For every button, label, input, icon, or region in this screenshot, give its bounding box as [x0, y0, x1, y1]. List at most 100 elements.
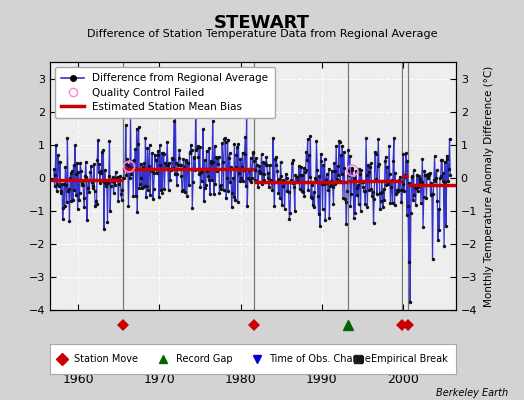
Point: [107, 176, 116, 182]
Point: [78, 180, 86, 186]
Point: [333, 162, 342, 169]
Point: [95, 161, 104, 167]
Point: [345, 153, 354, 159]
Point: [213, 168, 221, 174]
Point: [112, 175, 121, 182]
Point: [111, 182, 119, 188]
Point: [200, 157, 209, 164]
Point: [161, 166, 170, 172]
Point: [418, 178, 426, 185]
Point: [347, 191, 355, 198]
Point: [356, 171, 364, 177]
Point: [126, 175, 134, 181]
Point: [114, 198, 123, 204]
Point: [79, 182, 87, 188]
Point: [250, 157, 258, 164]
Point: [84, 177, 93, 184]
Point: [66, 174, 74, 181]
Point: [77, 168, 85, 174]
Point: [308, 182, 316, 188]
Point: [108, 174, 117, 180]
Point: [94, 137, 102, 143]
Point: [128, 158, 137, 164]
Point: [184, 160, 192, 166]
Point: [315, 173, 323, 180]
Point: [439, 170, 447, 176]
Point: [352, 168, 360, 174]
Point: [271, 156, 279, 162]
Point: [266, 162, 274, 168]
Point: [180, 164, 188, 170]
Point: [244, 166, 253, 173]
Point: [202, 147, 211, 154]
Point: [220, 187, 228, 193]
Point: [241, 151, 249, 158]
Point: [145, 163, 153, 169]
Point: [167, 166, 176, 173]
Point: [211, 143, 219, 150]
Point: [264, 175, 272, 182]
Point: [119, 174, 128, 181]
Point: [352, 185, 361, 191]
Point: [319, 162, 328, 168]
Point: [260, 177, 268, 184]
Point: [206, 191, 214, 198]
Point: [168, 155, 177, 162]
Point: [368, 188, 377, 195]
Point: [427, 179, 435, 186]
Point: [183, 160, 192, 166]
Point: [325, 215, 334, 221]
Point: [239, 178, 247, 184]
Point: [359, 184, 367, 190]
Point: [331, 168, 339, 174]
Point: [336, 178, 344, 184]
Point: [106, 208, 114, 214]
Point: [59, 205, 68, 212]
Point: [107, 182, 115, 189]
Point: [257, 151, 266, 158]
Point: [293, 178, 302, 185]
Point: [66, 218, 74, 224]
Point: [324, 186, 332, 193]
Point: [340, 165, 348, 171]
Point: [225, 150, 234, 156]
Point: [353, 192, 362, 198]
Point: [423, 172, 431, 179]
Point: [370, 196, 378, 202]
Point: [97, 170, 105, 176]
Point: [398, 180, 407, 187]
Point: [68, 168, 77, 174]
Point: [73, 160, 81, 166]
Point: [231, 197, 239, 203]
Point: [151, 157, 160, 164]
Point: [53, 180, 61, 187]
Point: [129, 193, 137, 199]
Point: [405, 180, 413, 186]
Point: [202, 182, 210, 188]
Point: [286, 210, 294, 216]
Point: [147, 167, 156, 174]
Point: [436, 175, 444, 181]
Point: [301, 169, 309, 175]
Point: [317, 151, 325, 157]
Point: [186, 148, 194, 155]
Point: [313, 167, 321, 173]
Point: [242, 183, 250, 189]
Point: [189, 179, 197, 186]
Point: [170, 171, 179, 178]
Point: [72, 192, 80, 198]
Point: [71, 171, 80, 178]
Point: [423, 175, 432, 181]
Point: [253, 162, 261, 168]
Point: [181, 157, 190, 164]
Point: [382, 182, 390, 188]
Point: [276, 159, 285, 166]
Point: [82, 174, 91, 180]
Point: [390, 134, 398, 141]
Point: [92, 200, 101, 207]
Point: [60, 181, 68, 187]
Point: [441, 158, 449, 165]
Point: [422, 195, 431, 201]
Point: [435, 227, 443, 233]
Point: [229, 174, 237, 181]
